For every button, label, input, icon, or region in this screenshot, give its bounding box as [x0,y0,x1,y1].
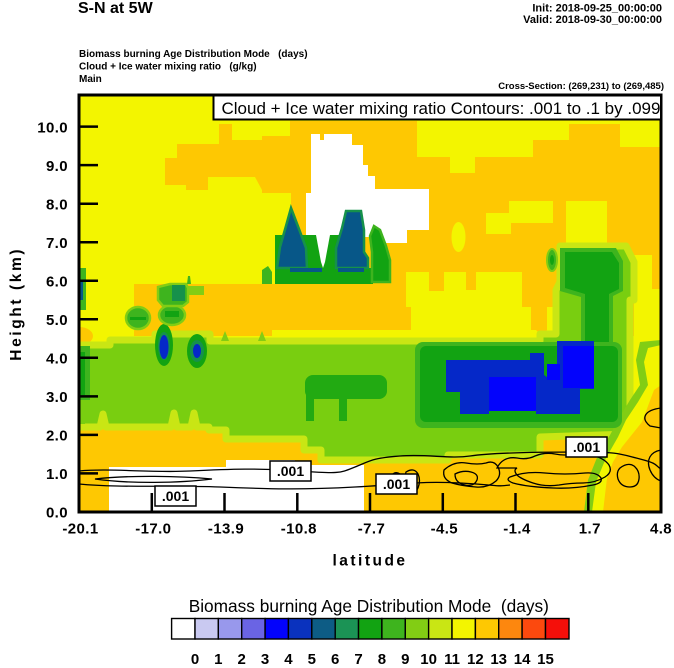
svg-text:10.0: 10.0 [37,119,68,136]
svg-text:1.7: 1.7 [579,521,601,538]
svg-text:.001: .001 [277,463,304,479]
svg-text:8: 8 [378,651,386,668]
svg-text:10: 10 [420,651,437,668]
svg-text:3.0: 3.0 [46,389,68,406]
svg-text:1: 1 [214,651,222,668]
svg-text:Biomass burning Age Distributi: Biomass burning Age Distribution Mode (d… [79,49,308,60]
svg-text:4.8: 4.8 [650,521,672,538]
svg-text:14: 14 [514,651,531,668]
svg-text:.001: .001 [573,439,600,455]
svg-text:1.0: 1.0 [46,466,68,483]
svg-text:13: 13 [490,651,507,668]
svg-text:0.0: 0.0 [46,505,68,522]
svg-text:4.0: 4.0 [46,351,68,368]
svg-text:4: 4 [284,651,293,668]
svg-text:Cloud + Ice water mixing ratio: Cloud + Ice water mixing ratio Contours:… [222,99,661,118]
svg-text:9.0: 9.0 [46,158,68,175]
svg-text:2.0: 2.0 [46,428,68,445]
svg-text:Biomass burning Age Distributi: Biomass burning Age Distribution Mode (d… [189,596,549,616]
svg-text:Height (km): Height (km) [8,247,25,361]
svg-text:latitude: latitude [332,553,407,570]
svg-text:5: 5 [308,651,316,668]
svg-text:Cloud + Ice water mixing ratio: Cloud + Ice water mixing ratio (g/kg) [79,62,257,73]
svg-text:-17.0: -17.0 [135,521,171,538]
svg-text:7.0: 7.0 [46,235,68,252]
svg-text:7: 7 [354,651,362,668]
svg-text:11: 11 [444,651,460,668]
svg-text:8.0: 8.0 [46,196,68,213]
svg-text:-7.7: -7.7 [358,521,385,538]
svg-text:Valid: 2018-09-30_00:00:00: Valid: 2018-09-30_00:00:00 [523,14,662,26]
svg-text:Main: Main [79,74,102,85]
svg-text:0: 0 [191,651,199,668]
svg-text:.001: .001 [383,476,410,492]
svg-text:6: 6 [331,651,339,668]
svg-text:-10.8: -10.8 [281,521,317,538]
svg-text:2: 2 [238,651,246,668]
svg-text:5.0: 5.0 [46,312,68,329]
svg-text:3: 3 [261,651,269,668]
svg-text:15: 15 [537,651,554,668]
svg-text:12: 12 [467,651,484,668]
svg-text:9: 9 [401,651,409,668]
svg-text:-1.4: -1.4 [503,521,531,538]
svg-text:S-N at 5W: S-N at 5W [78,0,154,17]
svg-text:.001: .001 [162,488,189,504]
svg-text:6.0: 6.0 [46,273,68,290]
svg-text:-20.1: -20.1 [62,521,98,538]
svg-text:-13.9: -13.9 [208,521,244,538]
svg-text:-4.5: -4.5 [431,521,458,538]
svg-text:Cross-Section: (269,231) to (2: Cross-Section: (269,231) to (269,485) [498,81,664,92]
svg-text:Init: 2018-09-25_00:00:00: Init: 2018-09-25_00:00:00 [532,3,662,15]
